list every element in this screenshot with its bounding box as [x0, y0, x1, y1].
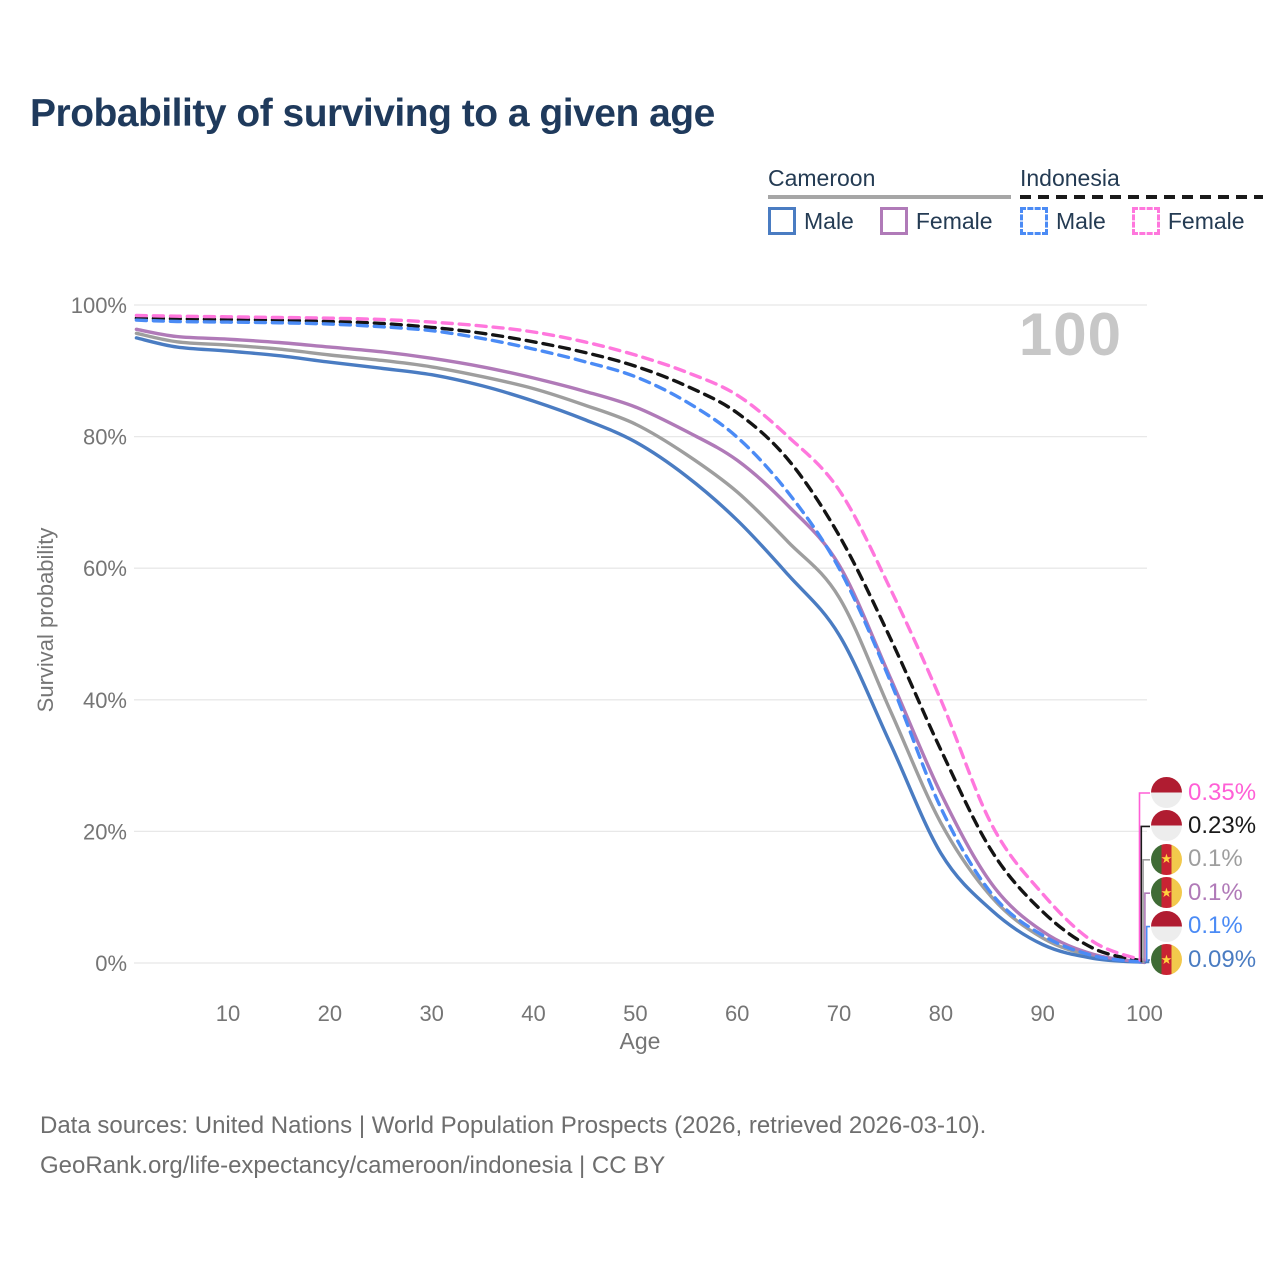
cameroon-flag-icon: ★ [1151, 944, 1182, 975]
page-title: Probability of surviving to a given age [30, 92, 715, 135]
y-tick-40%: 40% [83, 688, 127, 713]
indonesia-flag-icon [1151, 910, 1182, 942]
indonesia-flag-icon [1151, 810, 1182, 842]
end-label-cameroon-total: ★ 0.1% [1151, 843, 1243, 875]
y-tick-100%: 100% [71, 293, 127, 318]
footer: Data sources: United Nations | World Pop… [40, 1106, 986, 1186]
end-label-value: 0.35% [1188, 778, 1257, 806]
cameroon-star-icon: ★ [1160, 951, 1173, 967]
x-tick-90: 90 [1030, 1001, 1054, 1026]
indonesia-dashed-line-swatch [1020, 195, 1263, 199]
cameroon-star-icon: ★ [1160, 851, 1173, 867]
cameroon-solid-line-swatch [768, 195, 1011, 199]
series-lines [134, 313, 1147, 965]
x-axis-ticks: 10 20 30 40 50 60 70 80 90 100 [216, 1001, 1163, 1026]
legend-group-cameroon: Cameroon Male Female [768, 165, 1011, 235]
connector-cameroon-male [1144, 959, 1150, 964]
legend-indonesia-male-label[interactable]: Male [1056, 207, 1106, 234]
x-tick-70: 70 [827, 1001, 851, 1026]
legend-group-indonesia: Indonesia Male Female [1020, 165, 1263, 235]
legend-cameroon-female-label[interactable]: Female [915, 207, 993, 234]
end-label-indonesia-total: 0.23% [1151, 810, 1257, 842]
cameroon-male-swatch-icon[interactable] [768, 207, 796, 235]
y-axis-ticks: 100% 80% 60% 40% 20% 0% [71, 293, 127, 976]
legend-cameroon-male-label[interactable]: Male [804, 207, 854, 234]
end-label-cameroon-female: ★ 0.1% [1151, 877, 1243, 909]
x-tick-100: 100 [1126, 1001, 1163, 1026]
end-label-value: 0.1% [1188, 912, 1243, 940]
legend-indonesia-female-label[interactable]: Female [1167, 207, 1245, 234]
cameroon-flag-icon: ★ [1151, 843, 1182, 875]
y-tick-0%: 0% [95, 951, 127, 976]
x-axis-title: Age [619, 1028, 661, 1054]
cameroon-star-icon: ★ [1160, 884, 1173, 900]
end-label-connectors [1138, 792, 1150, 964]
end-label-value: 0.23% [1188, 811, 1257, 839]
indonesia-flag-icon [1151, 777, 1182, 808]
end-label-indonesia-male: 0.1% [1151, 910, 1243, 942]
series-line-cameroon-female[interactable] [134, 327, 1147, 964]
legend-cameroon-title[interactable]: Cameroon [768, 165, 876, 191]
x-tick-50: 50 [623, 1001, 647, 1026]
end-label-indonesia-female: 0.35% [1151, 777, 1256, 808]
age-counter-watermark: 100 [1018, 301, 1122, 368]
cameroon-female-swatch-icon[interactable] [879, 207, 908, 235]
footer-source-line: Data sources: United Nations | World Pop… [40, 1112, 987, 1139]
x-tick-60: 60 [725, 1001, 749, 1026]
series-line-cameroon-total[interactable] [134, 331, 1147, 964]
end-label-value: 0.09% [1188, 945, 1257, 973]
y-tick-60%: 60% [83, 556, 127, 581]
footer-link-line[interactable]: GeoRank.org/life-expectancy/cameroon/ind… [40, 1152, 666, 1179]
end-label-value: 0.1% [1188, 845, 1243, 873]
x-tick-80: 80 [929, 1001, 953, 1026]
series-line-indonesia-male[interactable] [134, 318, 1147, 964]
x-tick-10: 10 [216, 1001, 240, 1026]
connector-cameroon-total [1142, 859, 1150, 964]
indonesia-female-swatch-icon[interactable] [1131, 207, 1160, 235]
x-tick-40: 40 [521, 1001, 545, 1026]
series-line-cameroon-male[interactable] [134, 336, 1147, 965]
indonesia-male-swatch-icon[interactable] [1020, 207, 1048, 235]
cameroon-flag-icon: ★ [1151, 877, 1182, 909]
series-line-indonesia-female[interactable] [134, 313, 1147, 963]
y-tick-20%: 20% [83, 819, 127, 844]
y-tick-80%: 80% [83, 425, 127, 450]
end-label-value: 0.1% [1188, 878, 1243, 906]
series-line-indonesia-total[interactable] [134, 316, 1147, 964]
x-tick-20: 20 [318, 1001, 342, 1026]
x-tick-30: 30 [419, 1001, 443, 1026]
end-label-cameroon-male: ★ 0.09% [1151, 944, 1256, 975]
legend-indonesia-title[interactable]: Indonesia [1020, 165, 1120, 191]
gridlines [134, 304, 1147, 964]
